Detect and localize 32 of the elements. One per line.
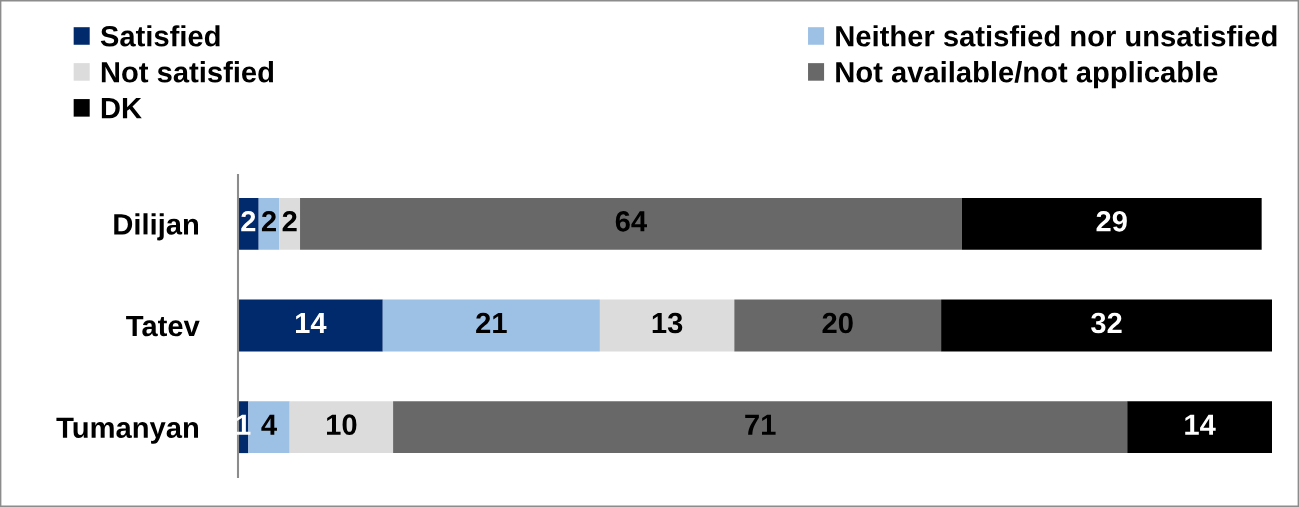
data-label: 64 [615,210,647,232]
data-label: 2 [261,210,276,232]
data-label: 14 [296,312,327,334]
legend-label: Not available/not applicable [836,61,1218,89]
bar [961,197,1262,250]
bar [734,299,942,352]
data-label: 2 [241,210,256,232]
data-label: 21 [476,312,507,334]
legend-label: DK [101,98,142,119]
legend-label: Satisfied [100,25,220,47]
legend-label: Not satisfied [101,61,274,83]
bar [238,299,383,352]
data-label: 4 [261,414,277,435]
legend-label: Neither satisfied nor unsatisfied [836,25,1277,47]
bar [1127,401,1272,454]
data-label: 29 [1096,210,1127,232]
y-tick-label: Tumanyan [56,417,199,444]
data-label: 71 [745,414,776,435]
y-tick-label: Tatev [126,315,200,337]
data-label: 2 [282,210,297,232]
data-label: 20 [822,312,853,334]
data-label: 10 [327,414,357,435]
data-label: 13 [652,312,683,334]
bar [289,401,394,454]
data-label: 32 [1091,312,1122,334]
bar [599,299,735,352]
bar [382,299,600,352]
bar [300,197,962,250]
bar [941,299,1272,352]
y-tick-label: Dilijan [114,213,198,241]
data-label: 14 [1185,414,1216,435]
bar [393,401,1128,454]
